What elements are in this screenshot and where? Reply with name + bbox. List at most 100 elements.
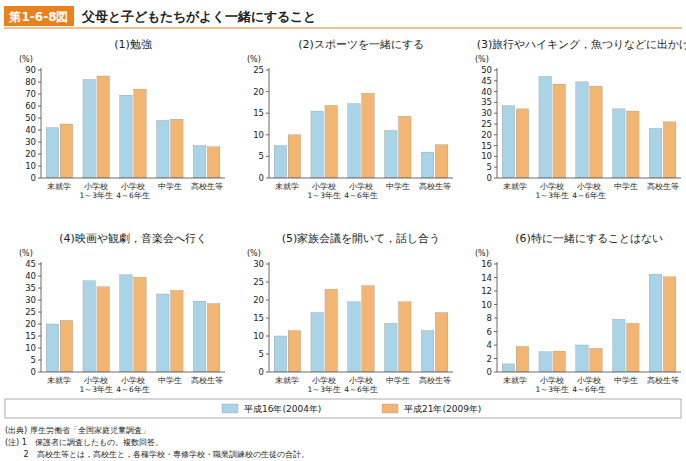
y-tick [38, 94, 41, 95]
x-tick-label-line: 中学生 [386, 376, 410, 385]
y-tick-label: 15 [253, 108, 264, 118]
x-tick-label-line: 未就学 [47, 182, 71, 191]
bar: 平成21年(2009年) [362, 93, 375, 178]
x-tick-label-line: 1～3年生 [79, 191, 113, 200]
bar: 平成16年(2004年) [502, 364, 515, 372]
bar: 平成21年(2009年) [134, 89, 147, 178]
bar: 平成21年(2009年) [134, 277, 147, 372]
y-tick [38, 166, 41, 167]
bar: 平成21年(2009年) [627, 323, 640, 372]
y-tick [266, 336, 269, 337]
bar: 平成21年(2009年) [97, 287, 110, 372]
y-tick-label: 35 [481, 97, 492, 107]
bars: 平成16年(2004年)平成16年(2004年)平成16年(2004年)平成16… [502, 76, 676, 178]
y-unit: (%) [19, 55, 33, 64]
bar: 平成16年(2004年) [539, 76, 552, 178]
x-tick-label: 高校生等 [419, 182, 451, 191]
y-tick [266, 264, 269, 265]
bar: 平成16年(2004年) [311, 111, 324, 178]
x-tick-label-line: 高校生等 [191, 182, 223, 191]
x-tick-label: 未就学 [275, 376, 299, 385]
x-tick-label-line: 高校生等 [419, 182, 451, 191]
y-tick-label: 0 [31, 367, 36, 377]
header-rule [4, 28, 682, 29]
y-axis [41, 262, 42, 372]
panel: (1)勉強(%)0102030405060708090平成16年(2004年)平… [19, 38, 225, 200]
x-tick-label: 小学校4～6年生 [344, 182, 378, 200]
bar: 平成16年(2004年) [46, 324, 59, 372]
y-tick [38, 372, 41, 373]
bar: 平成16年(2004年) [385, 323, 398, 372]
bar: 平成16年(2004年) [120, 95, 133, 178]
y-tick-label: 30 [253, 259, 264, 269]
y-tick-label: 35 [25, 283, 36, 293]
x-tick-label-line: 未就学 [503, 182, 527, 191]
x-tick-label-line: 小学校 [577, 376, 601, 385]
bar: 平成16年(2004年) [348, 302, 361, 372]
y-tick [494, 113, 497, 114]
y-tick [266, 372, 269, 373]
y-tick [494, 167, 497, 168]
bar: 平成16年(2004年) [502, 106, 515, 178]
bar: 平成16年(2004年) [576, 345, 589, 372]
y-tick-label: 0 [259, 367, 264, 377]
x-tick-label: 小学校1～3年生 [79, 376, 113, 394]
y-tick-label: 5 [487, 162, 492, 172]
y-tick [494, 156, 497, 157]
x-tick-label-line: 高校生等 [419, 376, 451, 385]
y-tick-label: 20 [25, 319, 36, 329]
y-unit: (%) [247, 249, 261, 258]
legend-swatch [222, 404, 238, 413]
y-tick-label: 45 [25, 259, 36, 269]
header-title: 父母と子どもたちがよく一緒にすること [81, 9, 316, 24]
x-tick-label: 中学生 [386, 182, 410, 191]
x-tick-label: 高校生等 [191, 376, 223, 385]
x-tick-label-line: 4～6年生 [344, 191, 378, 200]
y-tick-label: 4 [487, 340, 492, 350]
x-tick-label: 未就学 [503, 182, 527, 191]
bar: 平成16年(2004年) [193, 301, 206, 372]
bar: 平成21年(2009年) [362, 286, 375, 372]
bar: 平成21年(2009年) [207, 304, 220, 372]
y-tick [266, 354, 269, 355]
y-tick-label: 25 [481, 119, 492, 129]
panel: (2)スポーツを一緒にする(%)0510152025平成16年(2004年)平成… [247, 38, 453, 200]
x-tick-label-line: 高校生等 [191, 376, 223, 385]
x-axis [497, 372, 681, 373]
y-tick [494, 264, 497, 265]
y-tick-label: 0 [31, 173, 36, 183]
panel: (6)特に一緒にすることはない(%)0246810121416平成16年(200… [475, 232, 681, 394]
y-tick [494, 372, 497, 373]
header-label: 第1-6-8図 [8, 10, 68, 24]
bar: 平成21年(2009年) [590, 86, 603, 178]
bar: 平成21年(2009年) [171, 119, 184, 178]
chart-title: (4)映画や観劇，音楽会へ行く [59, 232, 207, 245]
x-tick-label: 中学生 [614, 376, 638, 385]
y-tick-label: 12 [481, 286, 492, 296]
y-axis [41, 68, 42, 178]
y-tick [38, 130, 41, 131]
y-tick-label: 60 [25, 101, 36, 111]
bar: 平成21年(2009年) [325, 289, 338, 372]
x-tick-label-line: 中学生 [614, 182, 638, 191]
bar: 平成16年(2004年) [274, 336, 287, 372]
y-tick-label: 20 [481, 130, 492, 140]
x-axis [41, 372, 225, 373]
y-tick-label: 45 [481, 76, 492, 86]
y-tick [38, 118, 41, 119]
y-tick [494, 134, 497, 135]
y-tick [494, 124, 497, 125]
bar: 平成16年(2004年) [613, 319, 626, 372]
y-tick-label: 90 [25, 65, 36, 75]
x-tick-label-line: 小学校 [349, 182, 373, 191]
x-tick-label-line: 小学校 [312, 376, 336, 385]
bar: 平成21年(2009年) [553, 351, 566, 372]
bar: 平成21年(2009年) [663, 122, 676, 178]
x-tick-label-line: 小学校 [577, 182, 601, 191]
bar: 平成16年(2004年) [193, 146, 206, 178]
bar: 平成21年(2009年) [663, 277, 676, 372]
panel: (3)旅行やハイキング，魚つりなどに出かける(%)051015202530354… [475, 38, 686, 200]
x-tick-label-line: 1～3年生 [307, 385, 341, 394]
x-tick-label: 未就学 [47, 182, 71, 191]
x-tick-label: 小学校1～3年生 [535, 182, 569, 200]
